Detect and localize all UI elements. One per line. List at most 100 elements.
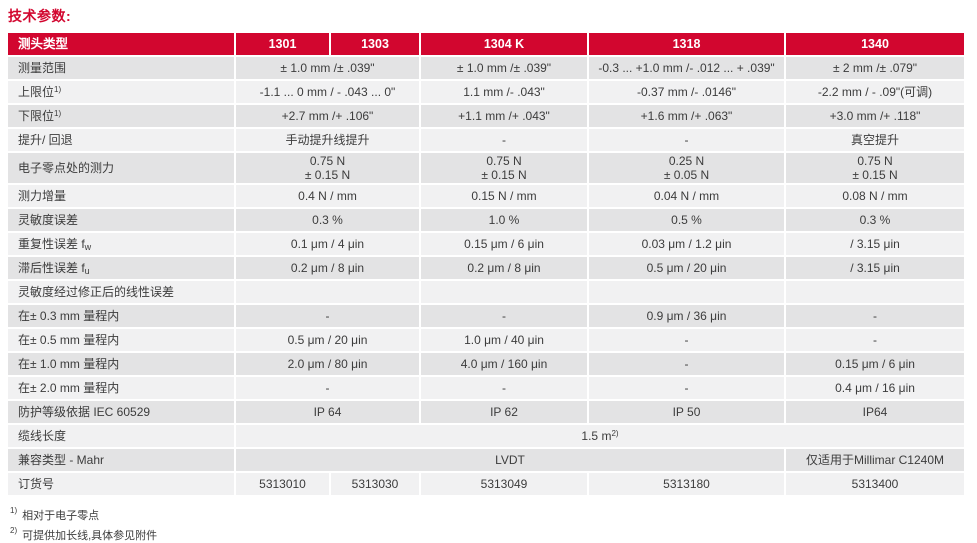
value-cell: ± 2 mm /± .079" — [784, 56, 964, 81]
footnote-2-marker: 2) — [10, 526, 18, 535]
value-cell: 2.0 μm / 80 μin — [234, 352, 420, 377]
value-cell: IP 50 — [587, 400, 785, 425]
row-label: 下限位1) — [8, 104, 235, 129]
value-cell: 0.15 N / mm — [419, 184, 588, 209]
column-header-model: 1301 — [234, 33, 330, 57]
table-row: 在± 1.0 mm 量程内 2.0 μm / 80 μin 4.0 μm / 160… — [8, 352, 964, 377]
value-cell: 0.75 N ± 0.15 N — [784, 152, 964, 185]
value-cell: IP 64 — [234, 400, 420, 425]
value-cell: 0.1 μm / 4 μin — [234, 232, 420, 257]
value-cell — [419, 280, 588, 305]
value-cell: - — [419, 376, 588, 401]
value-cell — [234, 280, 420, 305]
value-cell: 5313049 — [419, 472, 588, 497]
row-label: 缆线长度 — [8, 424, 235, 449]
row-label: 兼容类型 - Mahr — [8, 448, 235, 473]
table-row: 提升/ 回退 手动提升线提升 - - 真空提升 — [8, 128, 964, 153]
row-label: 重复性误差 fw — [8, 232, 235, 257]
value-cell: 0.4 N / mm — [234, 184, 420, 209]
value-cell: / 3.15 μin — [784, 256, 964, 281]
column-header-model: 1304 K — [419, 33, 588, 57]
table-row: 在± 2.0 mm 量程内 - - -0.4 μm / 16 μin — [8, 376, 964, 401]
value-cell: 0.08 N / mm — [784, 184, 964, 209]
value-cell: - — [419, 128, 588, 153]
footnote-1-marker: 1) — [10, 506, 18, 515]
value-cell: 0.5 % — [587, 208, 785, 233]
value-cell: 0.04 N / mm — [587, 184, 785, 209]
value-cell: 0.03 μm / 1.2 μin — [587, 232, 785, 257]
value-cell: - — [419, 304, 588, 329]
value-cell: 1.0 μm / 40 μin — [419, 328, 588, 353]
table-row: 测量范围 ± 1.0 mm /± .039" ± 1.0 mm /± .039" -0… — [8, 56, 964, 81]
value-cell: 0.25 N ± 0.05 N — [587, 152, 785, 185]
value-cell: 1.5 m2) — [234, 424, 964, 449]
table-row: 重复性误差 fw 0.1 μm / 4 μin 0.15 μm / 6 μin 0.0… — [8, 232, 964, 257]
value-cell: ± 1.0 mm /± .039" — [234, 56, 420, 81]
row-label: 订货号 — [8, 472, 235, 497]
column-header-model: 1318 — [587, 33, 785, 57]
value-cell — [784, 280, 964, 305]
footnote-1: 1) 相对于电子零点 — [10, 506, 977, 523]
footnotes: 1) 相对于电子零点 2) 可提供加长线,具体参见附件 — [10, 506, 977, 543]
value-cell: 手动提升线提升 — [234, 128, 420, 153]
table-row: 测力增量 0.4 N / mm 0.15 N / mm 0.04 N / mm 0.08… — [8, 184, 964, 209]
value-cell — [587, 280, 785, 305]
value-cell: 0.75 N ± 0.15 N — [419, 152, 588, 185]
value-cell: -1.1 ... 0 mm / - .043 ... 0" — [234, 80, 420, 105]
value-cell: - — [587, 128, 785, 153]
row-label: 测量范围 — [8, 56, 235, 81]
value-cell: 1.1 mm /- .043" — [419, 80, 588, 105]
row-label: 在± 0.3 mm 量程内 — [8, 304, 235, 329]
value-cell: IP64 — [784, 400, 964, 425]
value-cell: 5313180 — [587, 472, 785, 497]
value-cell: +1.1 mm /+ .043" — [419, 104, 588, 129]
spec-table: 测头类型 1301 1303 1304 K 1318 1340 测量范围 ± 1.0 mm … — [8, 33, 964, 497]
table-row: 在± 0.5 mm 量程内 0.5 μm / 20 μin 1.0 μm / 40 … — [8, 328, 964, 353]
value-cell: 0.2 μm / 8 μin — [419, 256, 588, 281]
value-cell: - — [587, 352, 785, 377]
value-cell: -0.3 ... +1.0 mm /- .012 ... + .039" — [587, 56, 785, 81]
value-cell: 5313010 — [234, 472, 330, 497]
table-body: 测量范围 ± 1.0 mm /± .039" ± 1.0 mm /± .039" -0… — [8, 56, 964, 497]
value-cell: -2.2 mm / - .09"(可调) — [784, 80, 964, 105]
value-cell: -0.37 mm /- .0146" — [587, 80, 785, 105]
table-row: 灵敏度经过修正后的线性误差 — [8, 280, 964, 305]
value-cell: 真空提升 — [784, 128, 964, 153]
row-label: 在± 2.0 mm 量程内 — [8, 376, 235, 401]
table-row: 上限位1) -1.1 ... 0 mm / - .043 ... 0" 1.1 mm… — [8, 80, 964, 105]
table-row: 缆线长度 1.5 m2) — [8, 424, 964, 449]
value-cell: +3.0 mm /+ .118" — [784, 104, 964, 129]
value-cell: / 3.15 μin — [784, 232, 964, 257]
value-cell: 0.15 μm / 6 μin — [419, 232, 588, 257]
table-header: 测头类型 1301 1303 1304 K 1318 1340 — [8, 33, 964, 57]
value-cell: 仅适用于Millimar C1240M — [784, 448, 964, 473]
footnote-2-text: 可提供加长线,具体参见附件 — [22, 530, 158, 542]
table-row: 下限位1) +2.7 mm /+ .106" +1.1 mm /+ .043" +1.… — [8, 104, 964, 129]
table-row: 在± 0.3 mm 量程内 - -0.9 μm / 36 μin - — [8, 304, 964, 329]
row-label: 滞后性误差 fu — [8, 256, 235, 281]
value-cell: 5313400 — [784, 472, 964, 497]
value-cell: 4.0 μm / 160 μin — [419, 352, 588, 377]
value-cell: 0.4 μm / 16 μin — [784, 376, 964, 401]
value-cell: 0.3 % — [784, 208, 964, 233]
footnote-1-text: 相对于电子零点 — [22, 510, 100, 522]
page-title: 技术参数: — [8, 8, 72, 24]
value-cell: 0.75 N ± 0.15 N — [234, 152, 420, 185]
value-cell: ± 1.0 mm /± .039" — [419, 56, 588, 81]
value-cell: +1.6 mm /+ .063" — [587, 104, 785, 129]
row-label: 提升/ 回退 — [8, 128, 235, 153]
value-cell: LVDT — [234, 448, 785, 473]
row-label: 上限位1) — [8, 80, 235, 105]
value-cell: - — [587, 328, 785, 353]
header-row: 测头类型 1301 1303 1304 K 1318 1340 — [8, 33, 964, 57]
footnote-2: 2) 可提供加长线,具体参见附件 — [10, 526, 977, 543]
value-cell: 0.2 μm / 8 μin — [234, 256, 420, 281]
table-row: 防护等级依据 IEC 60529 IP 64 IP 62 IP 50 IP64 — [8, 400, 964, 425]
value-cell: 5313030 — [329, 472, 420, 497]
column-header-model: 1303 — [329, 33, 420, 57]
row-label: 在± 1.0 mm 量程内 — [8, 352, 235, 377]
row-label: 防护等级依据 IEC 60529 — [8, 400, 235, 425]
value-cell: - — [784, 304, 964, 329]
value-cell: 0.5 μm / 20 μin — [234, 328, 420, 353]
value-cell: +2.7 mm /+ .106" — [234, 104, 420, 129]
